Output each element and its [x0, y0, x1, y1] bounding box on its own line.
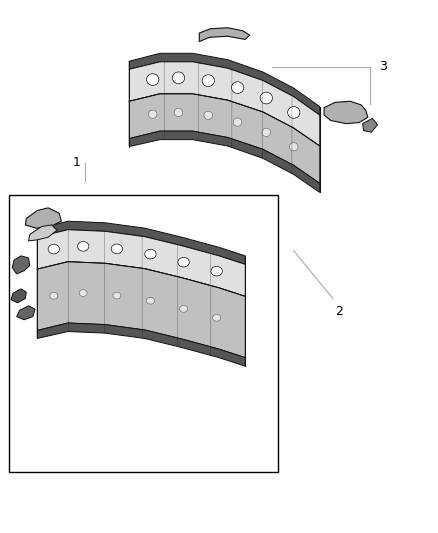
Text: 1: 1	[73, 156, 81, 169]
Polygon shape	[37, 221, 245, 264]
Ellipse shape	[111, 244, 123, 254]
Polygon shape	[129, 53, 320, 115]
Ellipse shape	[180, 305, 187, 312]
Ellipse shape	[233, 118, 242, 126]
Polygon shape	[363, 118, 378, 132]
Polygon shape	[129, 62, 320, 146]
Polygon shape	[17, 306, 35, 320]
Ellipse shape	[145, 249, 156, 259]
Ellipse shape	[213, 314, 221, 321]
Polygon shape	[12, 256, 30, 274]
Ellipse shape	[48, 244, 60, 254]
Ellipse shape	[232, 82, 244, 93]
Polygon shape	[37, 323, 245, 366]
Ellipse shape	[78, 241, 89, 251]
Ellipse shape	[113, 292, 121, 299]
Ellipse shape	[178, 257, 189, 267]
Polygon shape	[37, 230, 245, 296]
Polygon shape	[129, 131, 320, 192]
Ellipse shape	[202, 75, 215, 86]
Ellipse shape	[204, 111, 212, 119]
Ellipse shape	[147, 74, 159, 85]
Polygon shape	[25, 208, 61, 228]
Ellipse shape	[174, 108, 183, 117]
Text: 2: 2	[336, 305, 343, 318]
Text: 3: 3	[379, 60, 387, 73]
Ellipse shape	[288, 107, 300, 118]
Bar	[9, 195, 278, 472]
Ellipse shape	[79, 289, 87, 296]
Ellipse shape	[260, 92, 272, 104]
Polygon shape	[37, 262, 245, 358]
Polygon shape	[11, 289, 26, 303]
Ellipse shape	[211, 266, 223, 276]
Ellipse shape	[146, 297, 155, 304]
Polygon shape	[324, 101, 368, 124]
Ellipse shape	[262, 128, 271, 136]
Ellipse shape	[148, 110, 157, 118]
Polygon shape	[199, 28, 250, 42]
Ellipse shape	[290, 143, 298, 151]
Polygon shape	[28, 225, 57, 241]
Polygon shape	[129, 94, 320, 183]
Ellipse shape	[173, 72, 185, 84]
Ellipse shape	[50, 293, 58, 299]
